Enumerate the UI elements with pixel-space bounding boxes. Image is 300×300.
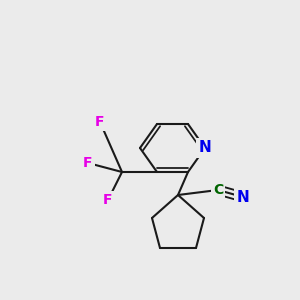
Text: N: N [237,190,249,205]
Text: N: N [199,140,212,155]
Text: C: C [213,183,223,197]
Text: F: F [83,156,93,170]
Text: F: F [95,115,105,129]
Text: F: F [103,193,113,207]
